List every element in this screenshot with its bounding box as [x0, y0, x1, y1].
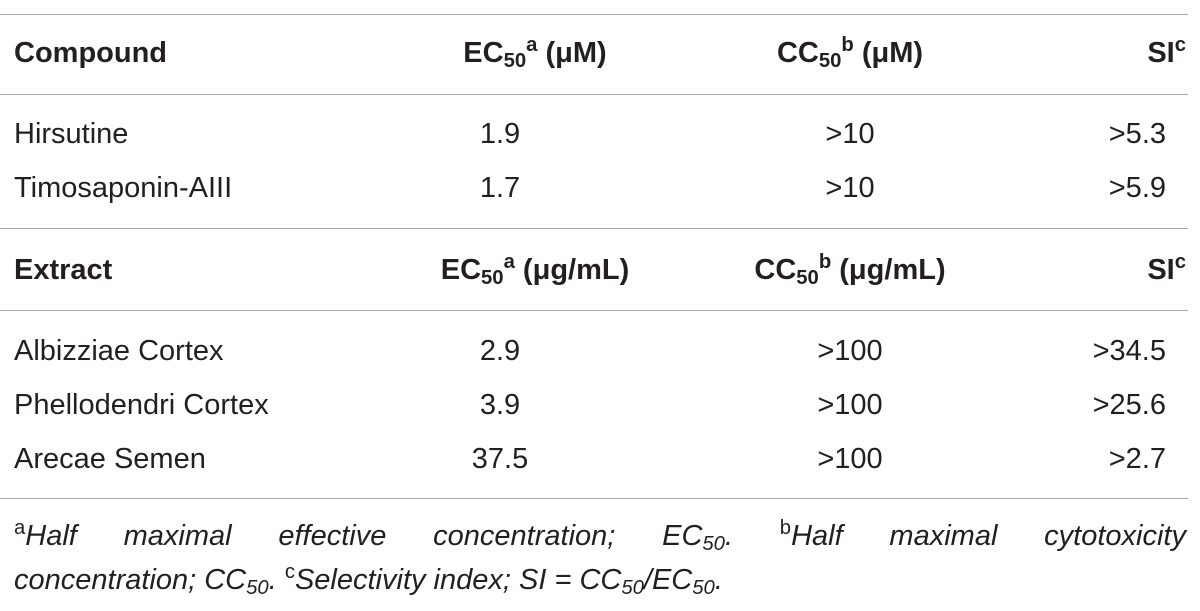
- si-label: SI: [1147, 254, 1175, 286]
- footnote-line-2: concentration; CC50. cSelectivity index;…: [14, 558, 1186, 602]
- row-si: >34.5: [1092, 335, 1166, 367]
- row-ec50: 3.9: [479, 389, 521, 421]
- cc50-column-header: CC50b (μg/mL): [700, 245, 1000, 295]
- row-ec50: 37.5: [471, 443, 529, 475]
- row-si: >5.3: [1108, 118, 1166, 150]
- table-row: Albizziae Cortex 2.9 >100 >34.5: [0, 326, 1200, 376]
- row-cc50: >100: [817, 389, 883, 421]
- cc50-label: CC: [776, 37, 819, 69]
- row-name: Arecae Semen: [14, 443, 206, 475]
- ec50-column-header: EC50a (μg/mL): [385, 245, 685, 295]
- table-row: Phellodendri Cortex 3.9 >100 >25.6: [0, 380, 1200, 430]
- extract-header-row: Extract EC50a (μg/mL) CC50b (μg/mL) SIc: [0, 245, 1200, 295]
- ec50-column-header: EC50a (μM): [385, 28, 685, 78]
- cc50-unit: (μM): [853, 37, 924, 69]
- row-ec50: 2.9: [479, 335, 521, 367]
- row-name: Phellodendri Cortex: [14, 389, 269, 421]
- footnote-b-text: Half maximal cytotoxicity: [791, 520, 1186, 552]
- footnote-b-subscript: 50: [246, 577, 269, 600]
- si-footnote-mark: c: [1174, 250, 1186, 273]
- footnote-line-1: aHalf maximal effective concentration; E…: [14, 514, 1186, 558]
- ec50-label: EC: [463, 37, 504, 69]
- row-si: >5.9: [1108, 172, 1166, 204]
- table-row: Arecae Semen 37.5 >100 >2.7: [0, 434, 1200, 484]
- extract-header-rule: [0, 310, 1188, 311]
- compound-header-rule: [0, 94, 1188, 95]
- row-cc50: >100: [817, 335, 883, 367]
- table-row: Timosaponin-AIII 1.7 >10 >5.9: [0, 163, 1200, 213]
- extract-column-header: Extract: [14, 254, 113, 286]
- row-cc50: >100: [817, 443, 883, 475]
- footnote-b-mark: b: [779, 516, 792, 539]
- ec50-footnote-mark: a: [503, 250, 515, 273]
- ec50-footnote-mark: a: [526, 33, 538, 56]
- si-column-header: SIc: [1046, 245, 1186, 295]
- ec50-unit: (μg/mL): [514, 254, 630, 286]
- footnote-a-mark: a: [14, 516, 26, 539]
- si-label: SI: [1147, 37, 1175, 69]
- bottom-rule: [0, 498, 1188, 499]
- cc50-footnote-mark: b: [841, 33, 854, 56]
- compound-header-row: Compound EC50a (μM) CC50b (μM) SIc: [0, 28, 1200, 78]
- footnote-c-subscript-2: 50: [692, 577, 715, 600]
- section-divider-rule: [0, 228, 1188, 229]
- footnote-c-end: .: [714, 564, 723, 596]
- row-si: >25.6: [1092, 389, 1166, 421]
- footnote-a-end: .: [724, 520, 734, 552]
- row-si: >2.7: [1108, 443, 1166, 475]
- cc50-subscript: 50: [796, 267, 819, 290]
- footnote-a-text: Half maximal effective concentration; EC: [25, 520, 703, 552]
- ec50-subscript: 50: [503, 50, 527, 73]
- ec50-subscript: 50: [481, 267, 504, 290]
- footnote-c-mark: c: [284, 560, 295, 583]
- footnote-c-subscript-1: 50: [621, 577, 644, 600]
- row-ec50: 1.9: [479, 118, 521, 150]
- row-name: Albizziae Cortex: [14, 335, 224, 367]
- row-name: Hirsutine: [14, 118, 129, 150]
- cc50-column-header: CC50b (μM): [700, 28, 1000, 78]
- footnote-b-text-cont: concentration; CC: [14, 564, 247, 596]
- ec50-unit: (μM): [537, 37, 607, 69]
- row-ec50: 1.7: [479, 172, 521, 204]
- row-cc50: >10: [825, 118, 875, 150]
- row-cc50: >10: [825, 172, 875, 204]
- footnote-c-mid: /EC: [643, 564, 693, 596]
- table-footnotes: aHalf maximal effective concentration; E…: [14, 514, 1186, 602]
- compound-column-header: Compound: [14, 37, 168, 69]
- footnote-b-end: .: [268, 564, 277, 596]
- table-row: Hirsutine 1.9 >10 >5.3: [0, 109, 1200, 159]
- row-name: Timosaponin-AIII: [14, 172, 233, 204]
- cc50-footnote-mark: b: [818, 250, 832, 273]
- cc50-label: CC: [754, 254, 797, 286]
- si-footnote-mark: c: [1174, 33, 1186, 56]
- cc50-unit: (μg/mL): [831, 254, 946, 286]
- top-rule: [0, 14, 1188, 15]
- footnote-c-text: Selectivity index; SI = CC: [294, 564, 622, 596]
- cc50-subscript: 50: [818, 50, 842, 73]
- si-column-header: SIc: [1046, 28, 1186, 78]
- ec50-label: EC: [440, 254, 482, 286]
- footnote-a-subscript: 50: [702, 533, 725, 556]
